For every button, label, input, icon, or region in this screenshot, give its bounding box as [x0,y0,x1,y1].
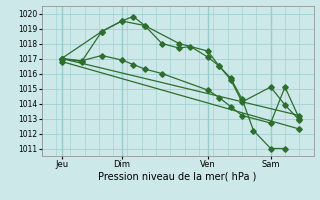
X-axis label: Pression niveau de la mer( hPa ): Pression niveau de la mer( hPa ) [99,172,257,182]
